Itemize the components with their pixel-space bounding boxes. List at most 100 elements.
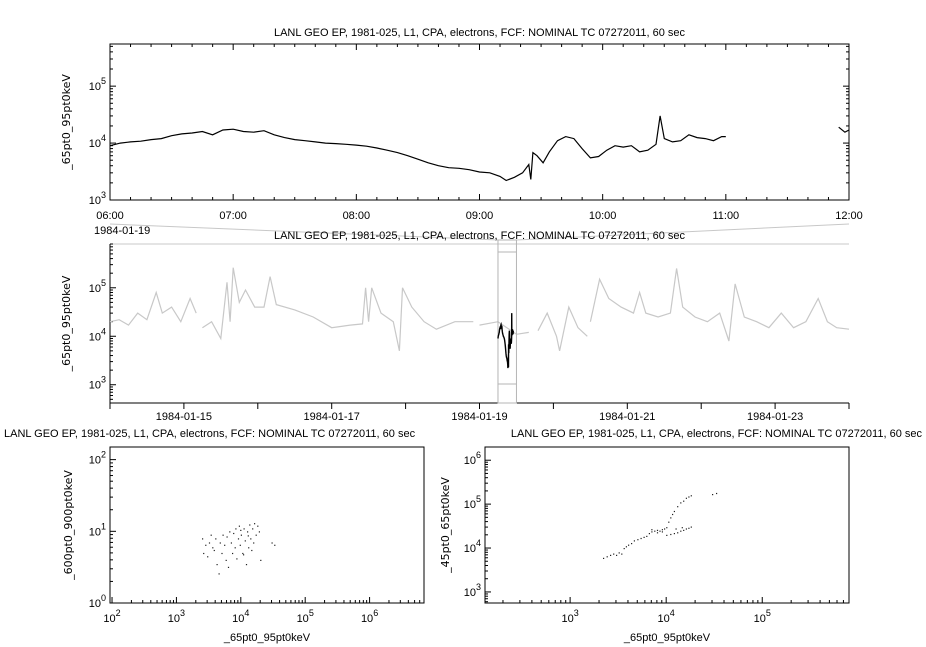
- scatter-point: [677, 506, 679, 508]
- scatter-point: [623, 548, 625, 550]
- y-tick-label: 105: [464, 494, 481, 511]
- scatter-point: [212, 547, 214, 549]
- middle-highlight-series: [497, 313, 514, 369]
- scatter-point: [666, 527, 668, 529]
- scatter-point: [680, 530, 682, 532]
- top-series-line: [109, 115, 726, 182]
- middle-chart-title: LANL GEO EP, 1981-025, L1, CPA, electron…: [274, 230, 686, 242]
- scatter-point: [249, 524, 251, 526]
- scatter-point: [215, 538, 217, 540]
- x-tick-label: 103: [561, 608, 578, 625]
- scatter-point: [247, 531, 249, 533]
- scatter-point: [628, 544, 630, 546]
- scatter-point: [688, 527, 690, 529]
- scatter-point: [673, 510, 675, 513]
- zoom-range-box: [497, 239, 517, 404]
- y-axis-label: _65pt0_95pt0keV: [60, 74, 73, 171]
- scatter-point: [210, 534, 212, 536]
- middle-series-line: [589, 268, 850, 342]
- scatter-point: [637, 539, 639, 541]
- scatter-point: [254, 523, 256, 525]
- scatter-point: [683, 500, 685, 502]
- scatter-point: [631, 543, 633, 545]
- y-tick-label: 105: [89, 76, 106, 93]
- y-tick-label: 104: [464, 538, 481, 555]
- y-tick-label: 105: [89, 278, 106, 295]
- middle-series-line: [537, 305, 588, 352]
- x-tick-label: 1984-01-17: [304, 411, 360, 423]
- y-axis-label: _65pt0_95pt0keV: [60, 275, 73, 372]
- scatter-point: [621, 553, 623, 555]
- x-tick-label: 104: [658, 608, 675, 625]
- scatter-point: [651, 529, 653, 531]
- scatter-plot-frame: [109, 446, 425, 604]
- scatter-point: [253, 542, 255, 544]
- x-tick-label: 1984-01-23: [747, 411, 803, 423]
- scatter-point: [643, 536, 645, 538]
- scatter-point: [677, 532, 679, 534]
- scatter-point: [250, 538, 252, 540]
- x-tick-label: 1984-01-15: [156, 411, 212, 423]
- scatter-point: [234, 547, 236, 549]
- y-axis-label: _45pt0_65pt0keV: [439, 477, 452, 574]
- scatter-point: [244, 540, 246, 542]
- scatter-chart-title: LANL GEO EP, 1981-025, L1, CPA, electron…: [4, 428, 416, 440]
- scatter-point: [239, 544, 241, 546]
- zoom-connector-left: [109, 223, 498, 241]
- x-tick-label: 12:00: [835, 210, 863, 222]
- x-tick-label: 1984-01-19: [451, 411, 507, 423]
- scatter-point: [208, 542, 211, 544]
- scatter-point: [235, 528, 237, 530]
- scatter-point: [227, 566, 230, 568]
- scatter-point: [207, 556, 209, 558]
- x-tick-label: 10:00: [589, 210, 617, 222]
- scatter-point: [656, 532, 659, 534]
- x-tick-label: 105: [754, 608, 771, 625]
- scatter-point: [685, 528, 687, 530]
- scatter-point: [221, 552, 223, 555]
- scatter-point: [243, 554, 245, 556]
- scatter-point: [606, 556, 608, 558]
- scatter-point: [668, 521, 670, 523]
- scatter-point: [618, 552, 620, 554]
- y-tick-label: 102: [89, 450, 106, 467]
- scatter-point: [672, 513, 674, 516]
- scatter-point: [648, 533, 650, 535]
- scatter-point: [271, 542, 273, 544]
- scatter-point: [240, 534, 242, 536]
- scatter-point: [625, 546, 627, 548]
- scatter-point: [230, 542, 232, 544]
- x-tick-label: 1984-01-21: [599, 411, 655, 423]
- scatter-point: [240, 529, 242, 531]
- scatter-point: [661, 531, 663, 533]
- zoom-connector-right: [516, 223, 850, 241]
- scatter-point: [616, 554, 618, 556]
- scatter-point: [670, 533, 672, 536]
- middle-series-line: [479, 321, 529, 335]
- scatter-point: [640, 537, 642, 540]
- middle-series-line: [109, 290, 197, 326]
- scatter-plot-frame: [484, 446, 850, 604]
- scatter-point: [712, 494, 714, 496]
- scatter-point: [659, 530, 661, 532]
- scatter-point: [219, 542, 221, 544]
- scatter-point: [202, 538, 204, 540]
- x-tick-label: 105: [297, 608, 314, 625]
- y-tick-label: 103: [89, 190, 106, 207]
- y-tick-label: 100: [89, 593, 106, 610]
- y-tick-label: 103: [464, 582, 481, 599]
- x-tick-label: 07:00: [219, 210, 247, 222]
- scatter-point: [688, 496, 690, 498]
- y-tick-label: 104: [89, 326, 106, 343]
- scatter-point: [257, 525, 259, 527]
- scatter-point: [690, 526, 692, 528]
- scatter-point: [252, 528, 254, 530]
- x-axis-label: _65pt0_95pt0keV: [223, 632, 311, 644]
- scatter-point: [224, 544, 226, 546]
- scatter-point: [661, 529, 663, 531]
- x-tick-label: 106: [361, 608, 378, 625]
- top-plot-frame: [109, 43, 850, 201]
- scatter-point: [666, 534, 668, 536]
- scatter-point: [716, 492, 718, 495]
